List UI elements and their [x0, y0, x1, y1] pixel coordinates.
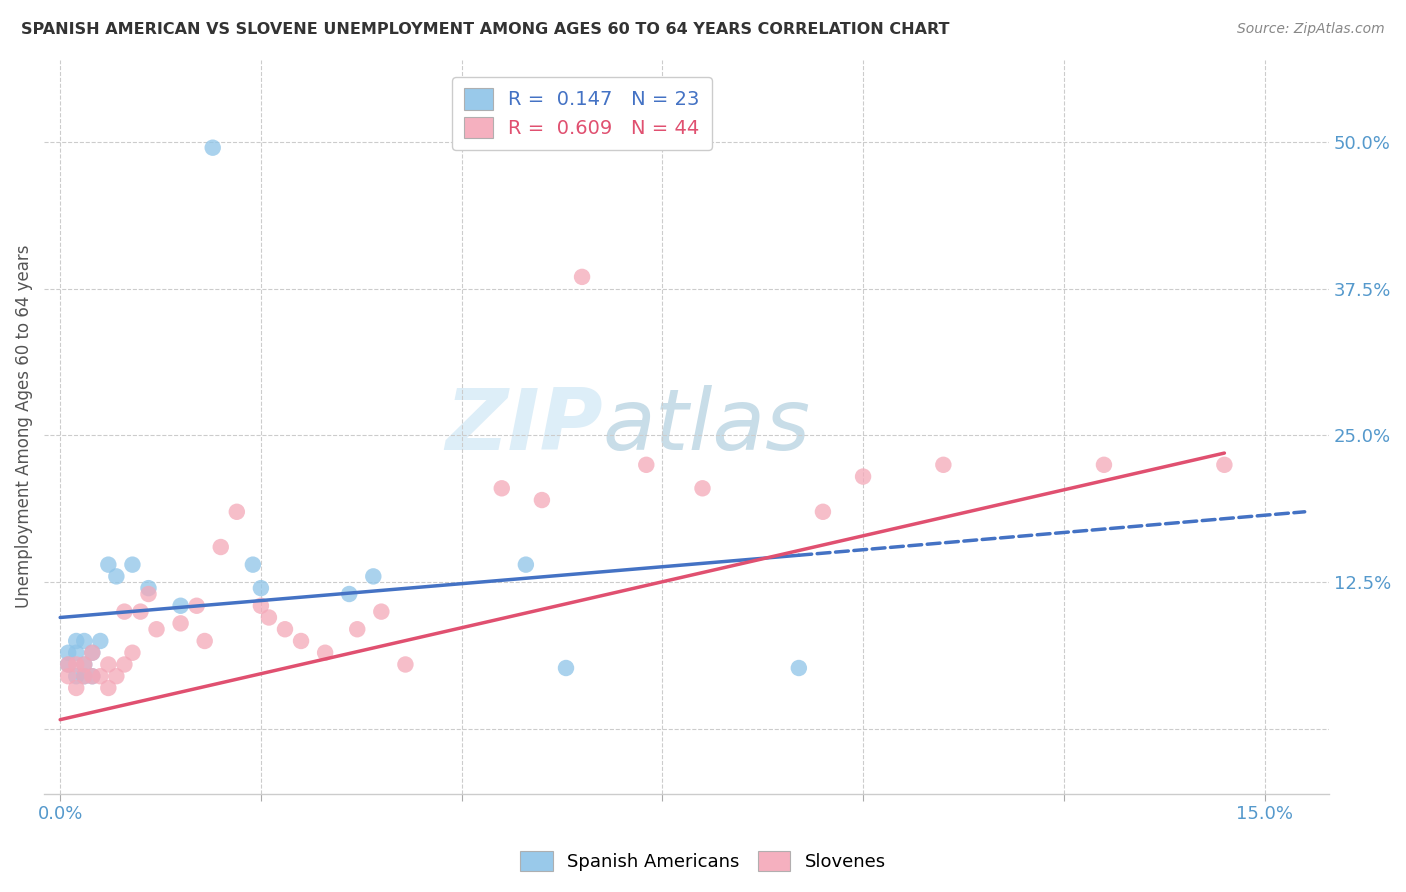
- Point: [73, 669, 96, 683]
- Point: [692, 481, 714, 495]
- Point: [225, 505, 247, 519]
- Point: [73, 634, 96, 648]
- Point: [209, 540, 232, 554]
- Point: [58, 669, 80, 683]
- Point: [169, 616, 191, 631]
- Point: [932, 458, 955, 472]
- Text: Source: ZipAtlas.com: Source: ZipAtlas.com: [1237, 22, 1385, 37]
- Point: [58, 646, 80, 660]
- Point: [73, 669, 96, 683]
- Point: [530, 493, 553, 508]
- Point: [105, 669, 128, 683]
- Point: [65, 681, 87, 695]
- Point: [250, 599, 273, 613]
- Point: [394, 657, 416, 672]
- Point: [1213, 458, 1236, 472]
- Point: [571, 269, 593, 284]
- Point: [515, 558, 537, 572]
- Point: [257, 610, 280, 624]
- Point: [97, 558, 120, 572]
- Point: [811, 505, 834, 519]
- Point: [65, 669, 87, 683]
- Point: [129, 605, 152, 619]
- Point: [73, 657, 96, 672]
- Point: [274, 622, 297, 636]
- Point: [58, 657, 80, 672]
- Point: [250, 581, 273, 595]
- Point: [97, 681, 120, 695]
- Point: [73, 657, 96, 672]
- Point: [787, 661, 810, 675]
- Point: [491, 481, 513, 495]
- Point: [145, 622, 167, 636]
- Point: [1092, 458, 1115, 472]
- Point: [65, 646, 87, 660]
- Point: [105, 569, 128, 583]
- Point: [97, 657, 120, 672]
- Point: [346, 622, 368, 636]
- Point: [58, 657, 80, 672]
- Point: [112, 605, 135, 619]
- Text: ZIP: ZIP: [446, 385, 603, 468]
- Point: [201, 141, 224, 155]
- Point: [82, 646, 104, 660]
- Point: [112, 657, 135, 672]
- Point: [169, 599, 191, 613]
- Point: [82, 669, 104, 683]
- Point: [314, 646, 336, 660]
- Point: [636, 458, 658, 472]
- Point: [65, 634, 87, 648]
- Point: [186, 599, 208, 613]
- Point: [138, 581, 160, 595]
- Point: [290, 634, 312, 648]
- Point: [337, 587, 360, 601]
- Text: atlas: atlas: [603, 385, 811, 468]
- Point: [89, 634, 111, 648]
- Point: [242, 558, 264, 572]
- Point: [138, 587, 160, 601]
- Text: SPANISH AMERICAN VS SLOVENE UNEMPLOYMENT AMONG AGES 60 TO 64 YEARS CORRELATION C: SPANISH AMERICAN VS SLOVENE UNEMPLOYMENT…: [21, 22, 949, 37]
- Point: [89, 669, 111, 683]
- Legend: Spanish Americans, Slovenes: Spanish Americans, Slovenes: [513, 844, 893, 879]
- Y-axis label: Unemployment Among Ages 60 to 64 years: Unemployment Among Ages 60 to 64 years: [15, 245, 32, 608]
- Point: [370, 605, 392, 619]
- Legend: R =  0.147   N = 23, R =  0.609   N = 44: R = 0.147 N = 23, R = 0.609 N = 44: [453, 77, 711, 150]
- Point: [121, 558, 143, 572]
- Point: [363, 569, 385, 583]
- Point: [194, 634, 217, 648]
- Point: [121, 646, 143, 660]
- Point: [65, 657, 87, 672]
- Point: [555, 661, 578, 675]
- Point: [82, 669, 104, 683]
- Point: [82, 646, 104, 660]
- Point: [852, 469, 875, 483]
